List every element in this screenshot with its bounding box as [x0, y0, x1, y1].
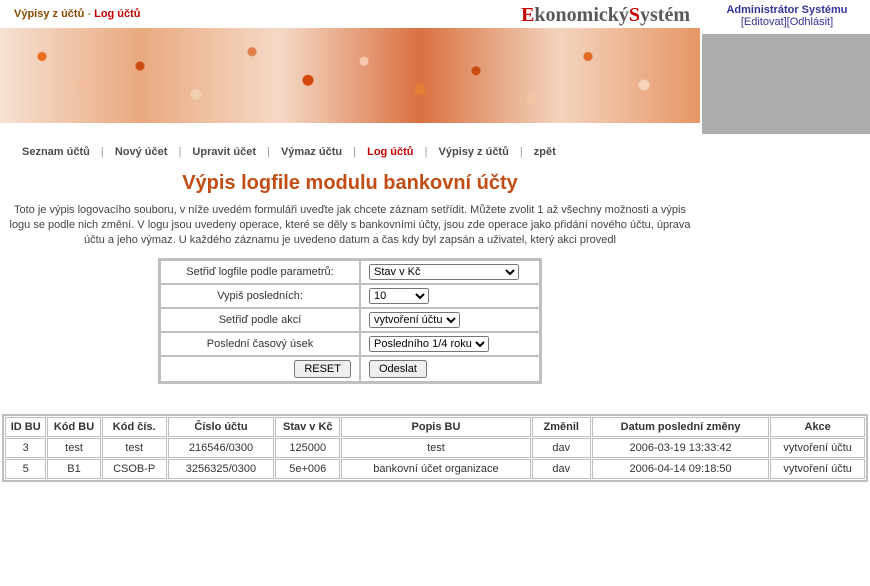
logout-link[interactable]: Odhlásit — [790, 16, 830, 28]
menu-item-0[interactable]: Seznam účtů — [14, 146, 98, 158]
page-title: Výpis logfile modulu bankovní účty — [0, 172, 700, 195]
form-label-0: Setřiď logfile podle parametrů: — [160, 260, 360, 284]
table-row: 3testtest216546/0300125000testdav2006-03… — [5, 438, 865, 458]
cell-1-4: 5e+006 — [275, 459, 340, 479]
col-header-7: Datum poslední změny — [592, 417, 770, 437]
menu-sep: | — [517, 146, 526, 158]
menu-sep: | — [422, 146, 431, 158]
menu-sep: | — [98, 146, 107, 158]
breadcrumb-parent[interactable]: Výpisy z účtů — [14, 8, 84, 20]
menu-item-2[interactable]: Upravit účet — [184, 146, 264, 158]
col-header-3: Číslo účtu — [168, 417, 275, 437]
cell-0-8: vytvoření účtu — [770, 438, 865, 458]
table-row: 5B1CSOB-P3256325/03005e+006bankovní účet… — [5, 459, 865, 479]
log-table: ID BUKód BUKód čís.Číslo účtuStav v KčPo… — [2, 414, 868, 482]
form-label-2: Setřiď podle akcí — [160, 308, 360, 332]
menu-sep: | — [350, 146, 359, 158]
cell-0-6: dav — [532, 438, 591, 458]
submit-button[interactable] — [369, 360, 427, 378]
cell-1-3: 3256325/0300 — [168, 459, 275, 479]
breadcrumb-sep: - — [87, 8, 91, 20]
filter-form: Setřiď logfile podle parametrů: Stav v Kč… — [158, 258, 542, 384]
col-header-5: Popis BU — [341, 417, 530, 437]
cell-0-0: 3 — [5, 438, 46, 458]
intro-text: Toto je výpis logovacího souboru, v níže… — [0, 203, 700, 248]
breadcrumb: Výpisy z účtů - Log účtů — [14, 8, 141, 20]
menu-item-5[interactable]: Výpisy z účtů — [431, 146, 517, 158]
col-header-6: Změnil — [532, 417, 591, 437]
menu-item-6[interactable]: zpět — [526, 146, 564, 158]
menu-sep: | — [264, 146, 273, 158]
cell-0-3: 216546/0300 — [168, 438, 275, 458]
main-menu: Seznam účtů | Nový účet | Upravit účet |… — [0, 138, 700, 166]
form-select-0[interactable]: Stav v Kč — [369, 264, 519, 280]
col-header-1: Kód BU — [47, 417, 100, 437]
form-select-3[interactable]: Posledního 1/4 roku — [369, 336, 489, 352]
admin-links: [Editovat][Odhlásit] — [702, 16, 870, 28]
form-label-3: Poslední časový úsek — [160, 332, 360, 356]
cell-1-2: CSOB-P — [102, 459, 167, 479]
menu-item-3[interactable]: Výmaz účtu — [273, 146, 350, 158]
cell-0-4: 125000 — [275, 438, 340, 458]
cell-1-0: 5 — [5, 459, 46, 479]
sidebar-gray-block — [702, 34, 870, 134]
col-header-4: Stav v Kč — [275, 417, 340, 437]
cell-1-6: dav — [532, 459, 591, 479]
form-select-1[interactable]: 10 — [369, 288, 429, 304]
admin-title: Administrátor Systému — [702, 4, 870, 16]
form-label-1: Vypiš posledních: — [160, 284, 360, 308]
menu-item-4[interactable]: Log účtů — [359, 146, 421, 158]
col-header-0: ID BU — [5, 417, 46, 437]
cell-1-7: 2006-04-14 09:18:50 — [592, 459, 770, 479]
cell-0-1: test — [47, 438, 100, 458]
banner-image — [0, 28, 700, 123]
cell-1-8: vytvoření účtu — [770, 459, 865, 479]
col-header-2: Kód čís. — [102, 417, 167, 437]
cell-0-2: test — [102, 438, 167, 458]
app-logo: EkonomickýSystém — [521, 4, 690, 27]
menu-item-1[interactable]: Nový účet — [107, 146, 176, 158]
cell-0-7: 2006-03-19 13:33:42 — [592, 438, 770, 458]
col-header-8: Akce — [770, 417, 865, 437]
reset-button[interactable] — [294, 360, 351, 378]
cell-1-1: B1 — [47, 459, 100, 479]
edit-link[interactable]: Editovat — [744, 16, 784, 28]
form-select-2[interactable]: vytvoření účtu — [369, 312, 460, 328]
cell-0-5: test — [341, 438, 530, 458]
breadcrumb-current: Log účtů — [94, 8, 140, 20]
cell-1-5: bankovní účet organizace — [341, 459, 530, 479]
